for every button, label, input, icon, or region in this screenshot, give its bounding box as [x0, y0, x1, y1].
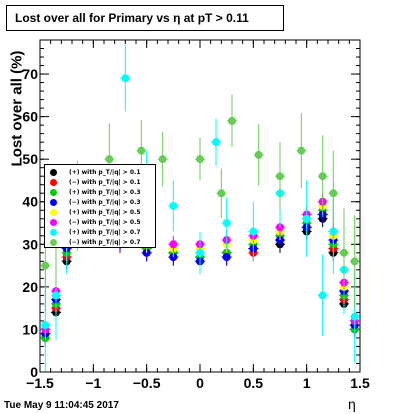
x-tick-label: −1.5 [26, 375, 54, 391]
legend-marker [50, 189, 57, 196]
axis-ticks: −1.5 −1 −0.5 0 0.5 1 1.5 0 10 20 30 40 50 60 70 [22, 39, 370, 391]
legend-entry: (−) with p_T/|q| > 0.7 [47, 238, 155, 248]
y-tick-label: 50 [22, 151, 38, 167]
legend-entry: (+) with p_T/|q| > 0.1 [47, 168, 155, 178]
x-tick-label: 1 [303, 375, 311, 391]
legend-marker [50, 239, 57, 246]
data-point [340, 248, 348, 257]
data-point [212, 138, 220, 147]
data-point [52, 291, 60, 300]
legend-entry: (−) with p_T/|q| > 0.1 [47, 178, 155, 188]
data-point [302, 214, 311, 223]
data-point [169, 240, 178, 249]
legend-marker [50, 169, 57, 176]
y-tick-label: 30 [22, 236, 38, 252]
data-point [276, 172, 284, 181]
data-point [222, 219, 231, 228]
datestamp: Tue May 9 11:04:45 2017 [4, 400, 119, 411]
legend-marker [50, 229, 57, 236]
data-point [329, 189, 338, 198]
x-axis-label: η [348, 396, 356, 412]
data-point [228, 116, 236, 125]
y-tick-label: 60 [22, 109, 38, 125]
y-tick-label: 40 [22, 194, 38, 210]
legend-label: (+) with p_T/|q| > 0.1 [69, 169, 141, 176]
legend-marker [50, 179, 57, 186]
data-point [222, 253, 231, 262]
x-tick-label: 1.5 [350, 375, 370, 391]
data-point [249, 227, 258, 236]
x-tick-label: 0 [196, 375, 204, 391]
legend-label: (+) with p_T/|q| > 0.3 [69, 189, 141, 196]
legend-label: (−) with p_T/|q| > 0.7 [69, 239, 141, 246]
legend-entry: (+) with p_T/|q| > 0.5 [47, 208, 155, 218]
legend-entry: (+) with p_T/|q| > 0.7 [47, 228, 155, 238]
x-tick-label: −0.5 [133, 375, 161, 391]
series-7 [40, 94, 360, 312]
data-point [350, 312, 359, 321]
data-point [169, 202, 178, 210]
chart-title-box: Lost over all for Primary vs η at pT > 0… [6, 5, 284, 31]
legend-label: (+) with p_T/|q| > 0.5 [69, 209, 141, 216]
data-point [318, 291, 327, 300]
data-point [196, 155, 204, 164]
x-tick-label: 0.5 [244, 375, 264, 391]
data-point [196, 248, 204, 257]
data-point [41, 261, 50, 270]
data-point [137, 146, 146, 155]
legend-label: (−) with p_T/|q| > 0.3 [69, 199, 141, 206]
x-tick-label: −1 [85, 375, 101, 391]
data-point [105, 155, 114, 164]
legend-label: (−) with p_T/|q| > 0.1 [69, 179, 141, 186]
legend-marker [50, 219, 57, 226]
data-point [350, 257, 359, 266]
data-point [158, 155, 167, 164]
data-point [41, 321, 50, 330]
data-point [217, 189, 226, 198]
legend-label: (−) with p_T/|q| > 0.5 [69, 219, 141, 226]
data-point [254, 150, 263, 159]
legend-marker [50, 199, 57, 206]
y-tick-label: 70 [22, 66, 38, 82]
y-axis-label: Lost over all (%) [8, 50, 26, 167]
legend: (+) with p_T/|q| > 0.1 (−) with p_T/|q| >… [44, 164, 156, 248]
chart-title: Lost over all for Primary vs η at pT > 0… [15, 11, 249, 25]
y-tick-label: 10 [22, 321, 38, 337]
legend-label: (+) with p_T/|q| > 0.7 [69, 229, 141, 236]
y-tick-label: 0 [30, 364, 38, 380]
data-point [121, 74, 130, 83]
data-point [318, 172, 327, 181]
legend-entry: (−) with p_T/|q| > 0.3 [47, 198, 155, 208]
data-point [297, 146, 306, 155]
legend-entry: (+) with p_T/|q| > 0.3 [47, 188, 155, 198]
legend-entry: (−) with p_T/|q| > 0.5 [47, 218, 155, 228]
legend-marker [50, 209, 57, 216]
y-tick-label: 20 [22, 279, 38, 295]
